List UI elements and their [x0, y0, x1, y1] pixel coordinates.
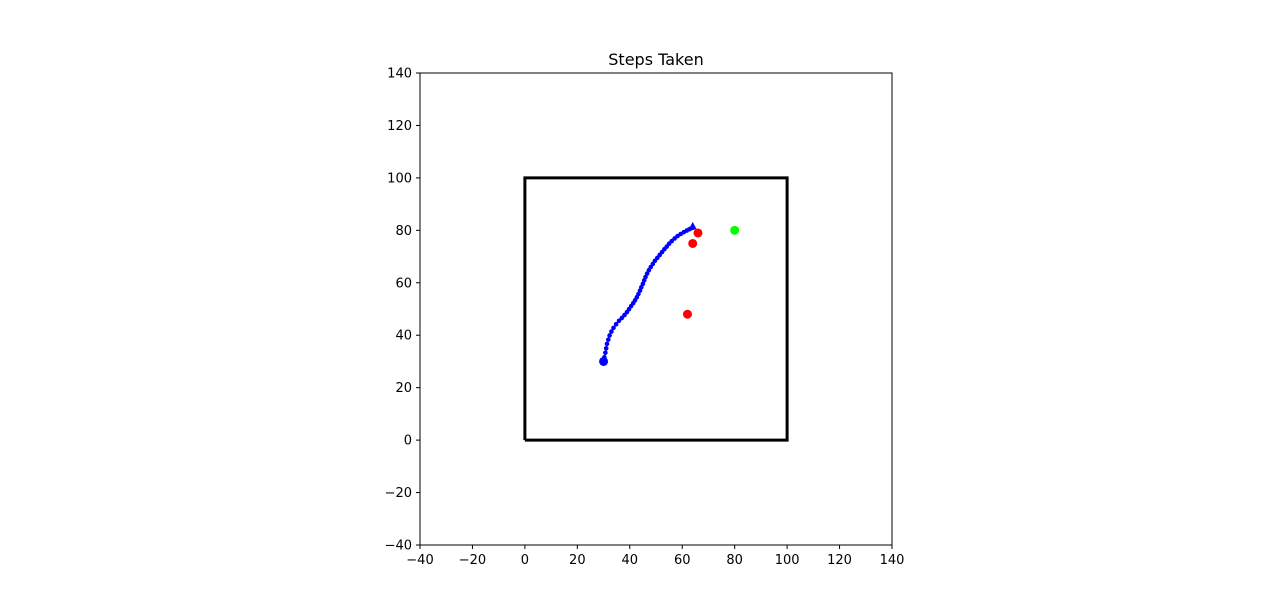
y-tick-label: 100: [387, 171, 412, 186]
y-axis: −40 −20 0 20 40 60 80 100 120 140: [385, 67, 420, 554]
x-tick-label: 60: [674, 553, 691, 568]
path-line: [602, 227, 693, 362]
y-tick-label: −40: [385, 539, 412, 554]
path-point: [613, 321, 619, 327]
path-point: [616, 318, 622, 324]
boundary-layer: [523, 176, 789, 442]
path-point: [603, 346, 609, 351]
path-point: [605, 337, 611, 342]
path-point: [604, 341, 610, 347]
y-tick-label: 0: [404, 434, 412, 449]
y-tick-label: 40: [395, 329, 412, 344]
x-tick-label: −40: [406, 553, 433, 568]
path-point: [607, 333, 612, 338]
marks-layer: [599, 221, 740, 366]
x-tick-label: 80: [726, 553, 743, 568]
y-tick-label: 20: [395, 381, 412, 396]
end-triangle: [688, 221, 697, 230]
y-tick-label: 120: [387, 119, 412, 134]
obstacle-point: [682, 309, 692, 319]
y-tick-label: −20: [385, 486, 412, 501]
start-point: [599, 356, 609, 366]
obstacle-point: [693, 228, 703, 238]
plot-frame: [419, 72, 893, 546]
goal-point: [730, 225, 740, 235]
chart-title: Steps Taken: [608, 50, 703, 69]
path-point: [611, 325, 616, 331]
boundary-square: [523, 176, 789, 442]
path-point: [644, 271, 650, 276]
obstacle-point: [688, 238, 698, 248]
path-point: [609, 329, 614, 334]
y-tick-label: 140: [387, 67, 412, 82]
x-tick-label: 20: [569, 553, 586, 568]
y-tick-label: 60: [395, 276, 412, 291]
x-tick-label: −20: [459, 553, 486, 568]
x-tick-label: 100: [775, 553, 800, 568]
x-tick-label: 140: [880, 553, 905, 568]
x-tick-label: 0: [521, 553, 529, 568]
x-axis: −40 −20 0 20 40 60 80 100 120 140: [406, 545, 904, 568]
y-tick-label: 80: [395, 224, 412, 239]
path-point: [603, 350, 608, 356]
x-tick-label: 120: [827, 553, 852, 568]
x-tick-label: 40: [622, 553, 639, 568]
